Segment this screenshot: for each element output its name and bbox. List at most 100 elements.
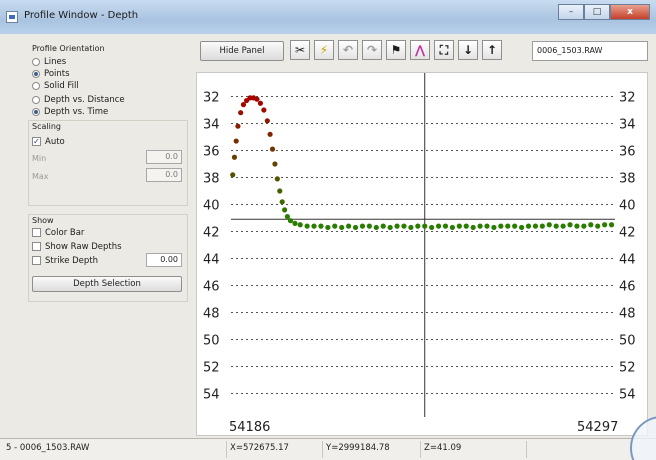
- window-content: Profile Orientation Lines Points Solid F…: [0, 34, 656, 438]
- data-point: [292, 220, 298, 226]
- radio-solid-fill-icon[interactable]: [32, 81, 40, 90]
- data-point: [581, 223, 587, 229]
- y-tick-label-right: 38: [619, 172, 636, 187]
- y-tick-label-right: 50: [619, 334, 636, 349]
- data-point: [470, 224, 476, 231]
- hide-panel-button[interactable]: Hide Panel: [200, 41, 284, 61]
- data-point: [422, 223, 428, 229]
- fit-icon[interactable]: ⛶: [434, 40, 454, 60]
- data-point: [449, 224, 456, 231]
- y-tick-label-left: 32: [203, 91, 220, 106]
- window-controls: – □ x: [558, 4, 650, 20]
- data-point: [373, 224, 379, 231]
- status-x-coord: X=572675.17: [230, 443, 289, 453]
- radio-points[interactable]: Points: [32, 68, 70, 79]
- max-input[interactable]: 0.0: [146, 168, 182, 182]
- radio-depth-vs-time[interactable]: Depth vs. Time: [32, 106, 108, 117]
- scissors-icon[interactable]: ✂: [290, 40, 310, 60]
- data-point: [608, 222, 615, 228]
- data-point: [491, 224, 497, 231]
- auto-check-icon[interactable]: ✓: [32, 137, 41, 146]
- data-point: [560, 223, 566, 229]
- raw-depths-checkbox[interactable]: Show Raw Depths: [32, 241, 122, 252]
- data-point: [287, 218, 294, 224]
- data-point: [240, 102, 247, 108]
- depth-selection-button[interactable]: Depth Selection: [32, 276, 182, 292]
- strike-depth-checkbox[interactable]: Strike Depth: [32, 255, 98, 266]
- raw-depths-label: Show Raw Depths: [45, 241, 122, 252]
- data-point: [352, 224, 359, 231]
- radio-points-icon[interactable]: [32, 69, 40, 78]
- radio-points-label: Points: [44, 68, 70, 79]
- data-point: [415, 223, 421, 229]
- radio-lines-icon[interactable]: [32, 57, 40, 66]
- data-point: [595, 223, 601, 229]
- depth-plot[interactable]: 32 32 34 34 36 36 38 38 40 40 42 42 44 44 46 46 48 48 50 50…: [196, 72, 648, 436]
- data-point: [267, 131, 273, 137]
- color-bar-check-icon[interactable]: [32, 228, 41, 237]
- data-point: [408, 224, 414, 231]
- data-point: [282, 207, 288, 213]
- raw-depths-check-icon[interactable]: [32, 242, 41, 251]
- close-button[interactable]: x: [610, 4, 650, 20]
- data-point: [339, 224, 345, 231]
- app-icon: [6, 11, 18, 23]
- auto-checkbox[interactable]: ✓ Auto: [32, 136, 65, 147]
- radio-depth-vs-distance-label: Depth vs. Distance: [44, 94, 125, 105]
- data-point: [498, 223, 504, 229]
- show-label: Show: [32, 216, 54, 225]
- radio-solid-fill[interactable]: Solid Fill: [32, 80, 79, 91]
- scaling-group: [28, 120, 188, 206]
- y-tick-label-right: 54: [619, 388, 636, 403]
- up-arrow-icon[interactable]: ↑: [482, 40, 502, 60]
- radio-depth-vs-distance[interactable]: Depth vs. Distance: [32, 94, 125, 105]
- y-tick-label-right: 32: [619, 91, 636, 106]
- redo-icon[interactable]: ↷: [362, 40, 382, 60]
- data-point: [539, 223, 545, 229]
- y-tick-label-left: 54: [203, 388, 220, 403]
- minimize-button[interactable]: –: [558, 4, 584, 20]
- y-tick-label-left: 34: [203, 118, 220, 133]
- data-point: [297, 222, 303, 228]
- status-separator: [526, 441, 527, 458]
- status-file: 5 - 0006_1503.RAW: [6, 443, 90, 453]
- auto-label: Auto: [45, 136, 65, 147]
- strike-depth-check-icon[interactable]: [32, 256, 41, 265]
- status-z-value: Z=41.09: [424, 443, 462, 453]
- radio-depth-vs-distance-icon[interactable]: [32, 95, 40, 104]
- data-point: [346, 223, 352, 229]
- data-point: [387, 224, 393, 231]
- data-point: [359, 223, 366, 229]
- data-point: [233, 138, 239, 144]
- flag-icon[interactable]: ⚑: [386, 40, 406, 60]
- radio-lines[interactable]: Lines: [32, 56, 66, 67]
- data-point: [518, 224, 525, 231]
- data-point: [435, 223, 442, 229]
- radio-depth-vs-time-icon[interactable]: [32, 107, 40, 116]
- y-tick-label-right: 46: [619, 280, 636, 295]
- data-point: [231, 154, 238, 160]
- status-separator: [420, 441, 421, 458]
- radio-depth-vs-time-label: Depth vs. Time: [44, 106, 109, 117]
- strike-depth-input[interactable]: 0.00: [146, 253, 182, 267]
- color-bar-checkbox[interactable]: Color Bar: [32, 227, 84, 238]
- status-separator: [226, 441, 227, 458]
- lightning-icon[interactable]: ⚡: [314, 40, 334, 60]
- data-point: [463, 223, 469, 229]
- undo-icon[interactable]: ↶: [338, 40, 358, 60]
- file-name-field[interactable]: 0006_1503.RAW: [532, 41, 648, 61]
- data-point: [380, 223, 386, 229]
- data-point: [272, 161, 278, 167]
- min-input[interactable]: 0.0: [146, 150, 182, 164]
- data-point: [546, 222, 552, 228]
- data-point: [230, 172, 236, 178]
- data-point: [602, 222, 608, 228]
- status-bar: 5 - 0006_1503.RAW X=572675.17 Y=2999184.…: [0, 438, 656, 460]
- down-arrow-icon[interactable]: ↓: [458, 40, 478, 60]
- maximize-button[interactable]: □: [584, 4, 610, 20]
- data-point: [532, 223, 539, 229]
- profile-icon[interactable]: ⋀: [410, 40, 430, 60]
- show-group: [28, 214, 188, 302]
- data-point: [318, 223, 324, 229]
- plot-canvas[interactable]: 32 32 34 34 36 36 38 38 40 40 42 42 44 44 46 46 48 48 50 50…: [197, 73, 649, 437]
